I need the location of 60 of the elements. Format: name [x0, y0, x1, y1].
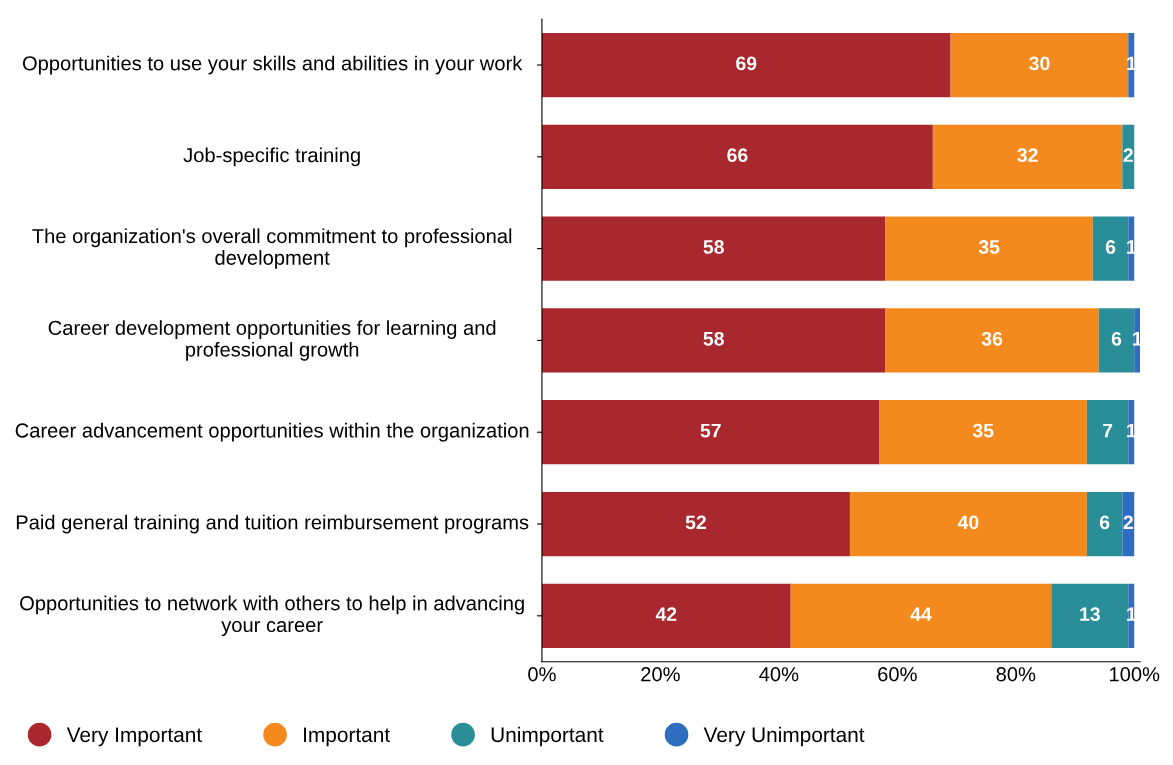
y-tick-label: Opportunities to network with others to help in advancing your career	[20, 595, 524, 637]
data-label: 30	[1029, 56, 1050, 71]
bar	[1098, 308, 1135, 373]
bar	[1086, 400, 1129, 465]
legend-label: Very Important	[66, 727, 202, 747]
bar	[541, 124, 933, 189]
bar	[849, 491, 1087, 557]
data-label: 2	[1123, 515, 1133, 530]
bar	[879, 400, 1087, 465]
x-tick-label: 0%	[528, 667, 556, 682]
data-label: 2	[1123, 148, 1133, 162]
x-tick-label: 20%	[641, 667, 680, 682]
legend-label: Unimportant	[491, 726, 604, 747]
x-tick-label: 80%	[996, 667, 1036, 682]
legend-label: Very Unimportant	[703, 726, 865, 747]
bar	[1134, 308, 1141, 373]
legend-label: Important	[304, 727, 390, 747]
bar	[541, 491, 850, 557]
x-tick-label: 40%	[759, 667, 799, 682]
bar	[541, 32, 951, 98]
data-label: 6	[1099, 515, 1110, 530]
y-tick-label: Opportunities to use your skills and abilities in your work	[22, 55, 523, 75]
bar	[541, 216, 886, 281]
bar	[1122, 491, 1135, 557]
x-tick-label: 60%	[878, 667, 917, 682]
data-label: 58	[703, 331, 724, 346]
bar	[1122, 124, 1135, 189]
y-tick-label: Job-specific training	[183, 147, 360, 167]
bar	[932, 124, 1123, 189]
bar	[1051, 583, 1129, 648]
y-tick-label: Career development opportunities for learning and professional growth	[48, 320, 496, 361]
bar	[790, 583, 1052, 648]
y-tick-label: The organization's overall commitment to professional development	[32, 228, 512, 269]
bar	[885, 216, 1093, 281]
data-label: 6	[1105, 240, 1116, 254]
y-tick-label: Career advancement opportunities within the organization	[15, 422, 529, 442]
x-tick-label: 100%	[1110, 667, 1160, 682]
y-tick-label: Paid general training and tuition reimbursement programs	[16, 514, 529, 534]
data-label: 7	[1103, 423, 1113, 438]
data-label: 13	[1080, 607, 1100, 622]
bar	[541, 400, 880, 465]
data-label: 42	[655, 607, 677, 621]
data-label: 57	[700, 423, 721, 438]
data-label: 35	[978, 240, 1000, 254]
bar	[950, 32, 1129, 98]
data-label: 44	[910, 607, 932, 621]
data-label: 6	[1111, 331, 1122, 346]
data-label: 35	[972, 423, 994, 438]
data-label: 52	[685, 515, 706, 530]
bar	[541, 583, 791, 648]
bar	[1092, 216, 1129, 281]
data-label: 58	[703, 240, 724, 254]
bar	[541, 308, 886, 373]
data-label: 66	[727, 148, 748, 163]
bar	[1086, 491, 1123, 557]
data-label: 36	[981, 331, 1003, 346]
data-label: 69	[736, 56, 757, 71]
data-label: 32	[1017, 148, 1038, 163]
bar	[885, 308, 1099, 373]
data-label: 40	[957, 515, 979, 530]
